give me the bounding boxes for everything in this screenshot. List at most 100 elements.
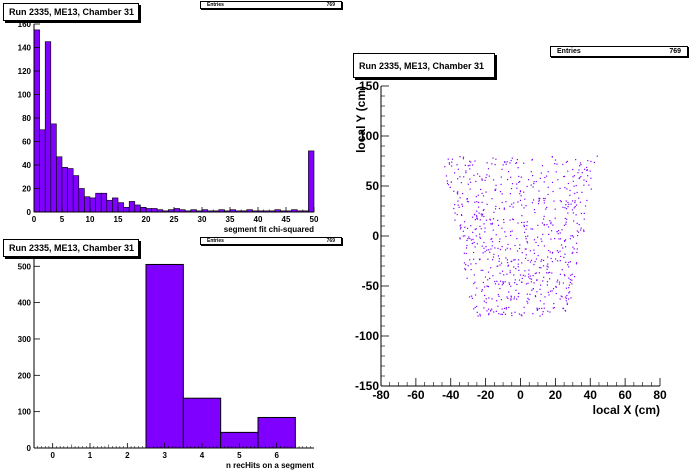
scatter-point xyxy=(533,209,536,211)
scatter-point xyxy=(571,200,574,202)
scatter-point xyxy=(526,300,528,302)
x-axis-title: segment fit chi-squared xyxy=(224,225,314,234)
scatter-point xyxy=(549,311,551,313)
scatter-point xyxy=(499,280,502,282)
scatter-point xyxy=(571,209,574,211)
histogram-bar xyxy=(173,208,180,213)
scatter-point xyxy=(562,247,564,249)
scatter-point xyxy=(515,162,517,165)
scatter-point xyxy=(483,247,485,249)
scatter-point xyxy=(523,221,525,224)
scatter-point xyxy=(580,227,582,229)
scatter-point xyxy=(481,201,483,203)
scatter-point xyxy=(546,272,548,274)
scatter-point xyxy=(542,259,545,262)
scatter-point xyxy=(547,186,549,188)
scatter-point xyxy=(497,224,500,226)
scatter-point xyxy=(563,240,566,242)
scatter-point xyxy=(580,212,582,215)
scatter-point xyxy=(511,183,514,185)
scatter-point xyxy=(583,168,586,170)
scatter-point xyxy=(546,224,548,226)
scatter-point xyxy=(460,224,462,226)
y-tick-label: 400 xyxy=(18,299,32,308)
scatter-point xyxy=(488,249,490,251)
scatter-point xyxy=(563,176,565,178)
scatter-point xyxy=(463,252,466,254)
x-tick-label: 20 xyxy=(142,215,151,224)
scatter-point xyxy=(509,219,511,221)
scatter-point xyxy=(475,180,477,183)
scatter-point xyxy=(539,315,541,317)
scatter-point xyxy=(593,161,595,164)
histogram-bar xyxy=(257,416,296,449)
histogram-bar xyxy=(308,150,315,213)
scatter-point xyxy=(489,251,491,253)
scatter-point xyxy=(547,171,549,173)
scatter-point xyxy=(569,281,572,284)
scatter-point xyxy=(520,314,522,316)
histogram-bar xyxy=(112,197,119,213)
scatter-point xyxy=(462,158,465,160)
scatter-point xyxy=(590,160,592,163)
scatter-point xyxy=(459,197,461,199)
scatter-point xyxy=(456,213,458,216)
histogram-bar xyxy=(56,156,63,213)
scatter-point xyxy=(543,199,545,202)
scatter-point xyxy=(503,207,506,209)
scatter-point xyxy=(482,269,484,272)
scatter-point xyxy=(557,233,559,235)
x-tick-label: 30 xyxy=(198,215,207,224)
scatter-point xyxy=(514,279,516,281)
scatter-point xyxy=(507,243,509,246)
scatter-point xyxy=(500,313,502,315)
scatter-point xyxy=(560,244,563,246)
y-tick-label: -150 xyxy=(355,379,379,393)
scatter-point xyxy=(516,158,519,161)
scatter-point xyxy=(504,313,507,315)
scatter-point xyxy=(564,275,566,277)
scatter-point xyxy=(464,164,466,166)
scatter-point xyxy=(447,184,450,186)
scatter-point xyxy=(472,258,475,260)
scatter-point xyxy=(526,293,528,295)
scatter-point xyxy=(560,295,562,297)
x-tick-label: -40 xyxy=(442,388,460,402)
scatter-point xyxy=(519,244,521,246)
scatter-point xyxy=(516,283,518,286)
scatter-point xyxy=(580,164,582,166)
scatter-point xyxy=(499,248,502,251)
scatter-point xyxy=(569,189,571,192)
scatter-point xyxy=(467,265,469,267)
scatter-point xyxy=(573,207,575,209)
scatter-point xyxy=(544,197,546,200)
scatter-point xyxy=(530,228,532,230)
scatter-point xyxy=(496,265,498,267)
scatter-point xyxy=(509,272,511,274)
scatter-point xyxy=(537,224,539,226)
scatter-point xyxy=(512,206,514,208)
scatter-point xyxy=(576,248,578,250)
scatter-point xyxy=(479,219,481,221)
scatter-point xyxy=(534,211,536,214)
scatter-point xyxy=(555,286,557,288)
scatter-point xyxy=(500,183,502,186)
scatter-point xyxy=(570,203,572,205)
scatter-point xyxy=(463,176,465,178)
scatter-point xyxy=(550,238,552,240)
y-tick-label: 300 xyxy=(18,335,32,344)
scatter-point xyxy=(551,252,554,254)
scatter-point xyxy=(469,188,471,190)
scatter-point xyxy=(559,187,561,189)
scatter-point xyxy=(483,223,485,225)
scatter-point xyxy=(563,274,566,276)
scatter-point xyxy=(485,191,487,193)
scatter-point xyxy=(532,275,534,277)
scatter-point xyxy=(562,206,564,208)
scatter-point xyxy=(517,266,519,268)
scatter-point xyxy=(550,221,552,223)
scatter-point xyxy=(477,315,479,317)
x-tick-label: 0 xyxy=(517,388,524,402)
scatter-point xyxy=(578,231,580,233)
scatter-point xyxy=(559,200,561,202)
